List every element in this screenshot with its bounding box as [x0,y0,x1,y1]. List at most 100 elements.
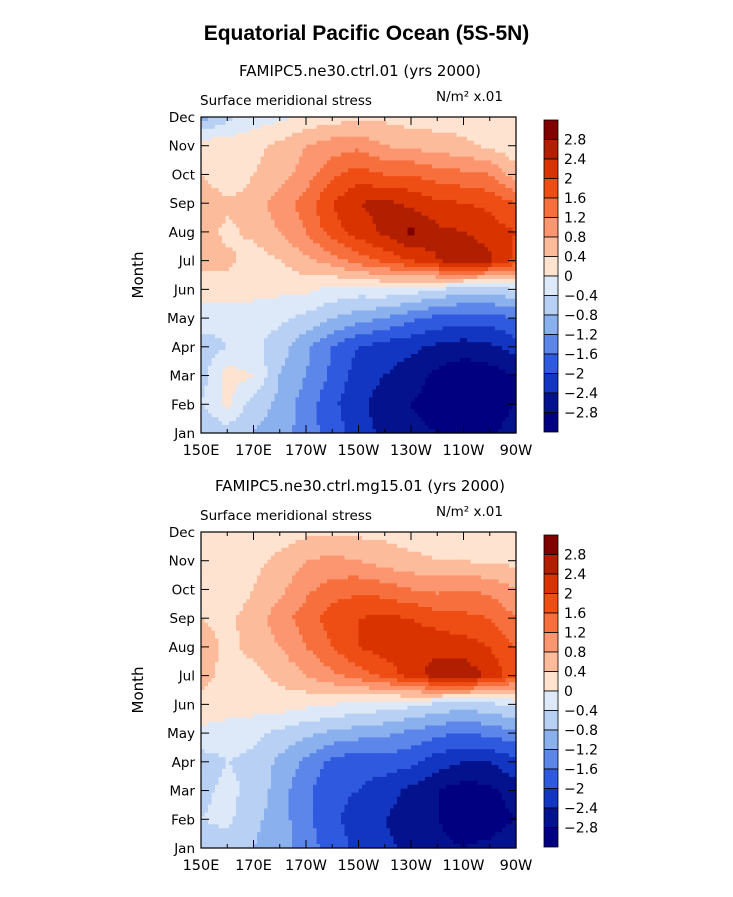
field-cell [509,199,514,205]
field-cell [456,247,461,252]
field-cell [456,239,461,244]
field-cell [453,310,458,316]
field-cell [512,294,517,300]
field-cell [467,160,472,165]
field-cell [432,306,437,312]
field-cell [250,188,255,193]
field-cell [250,251,255,256]
field-cell [274,160,279,165]
field-cell [313,243,318,248]
field-cell [432,215,437,221]
field-cell [467,117,472,122]
field-cell [320,164,325,169]
field-cell [320,211,325,217]
field-cell [432,294,437,300]
field-cell [253,172,258,177]
field-cell [285,251,290,256]
field-cell [411,298,416,304]
field-cell [264,278,269,284]
field-cell [229,314,234,320]
panel-subtitle: FAMIPC5.ne30.ctrl.01 (yrs 2000) [239,62,481,80]
field-cell [369,160,374,165]
field-cell [376,318,381,323]
field-cell [460,330,465,335]
field-cell [379,148,384,154]
field-cell [495,231,500,237]
field-cell [222,120,227,126]
field-cell [316,156,321,162]
field-cell [229,176,234,181]
field-cell [292,164,297,169]
field-cell [253,223,258,229]
field-cell [292,306,297,312]
field-cell [512,251,517,256]
field-cell [481,318,486,323]
field-cell [201,148,206,154]
field-cell [239,263,244,268]
field-cell [379,180,384,185]
field-cell [474,120,479,126]
field-cell [355,140,360,146]
field-cell [201,188,206,193]
field-cell [491,282,496,288]
field-cell [460,192,465,197]
field-cell [428,259,433,264]
field-cell [477,271,482,276]
field-cell [201,282,206,288]
field-cell [495,172,500,177]
field-cell [509,140,514,146]
field-cell [292,140,297,146]
field-cell [355,192,360,197]
field-cell [358,227,363,233]
field-cell [257,322,262,327]
field-cell [215,120,220,126]
field-cell [281,263,286,268]
field-cell [379,215,384,221]
field-cell [330,144,335,150]
field-cell [498,136,503,142]
field-cell [292,180,297,185]
field-cell [218,243,223,248]
field-cell [498,223,503,229]
field-cell [267,235,272,241]
field-cell [211,160,216,165]
field-cell [505,286,510,292]
field-cell [351,255,356,260]
field-cell [404,152,409,158]
field-cell [267,239,272,244]
field-cell [278,184,283,189]
field-cell [362,223,367,229]
field-cell [495,330,500,335]
field-cell [498,219,503,225]
field-cell [372,286,377,292]
field-cell [414,168,419,173]
field-cell [299,247,304,252]
field-cell [502,227,507,233]
field-cell [264,207,269,213]
field-cell [463,322,468,327]
field-cell [512,267,517,272]
field-cell [411,136,416,142]
field-cell [306,326,311,331]
field-cell [316,267,321,272]
field-cell [505,180,510,185]
field-cell [337,144,342,150]
field-cell [372,188,377,193]
field-cell [264,168,269,173]
field-cell [400,227,405,233]
field-cell [425,136,430,142]
field-cell [229,286,234,292]
field-cell [295,251,300,256]
field-cell [488,132,493,138]
field-cell [453,152,458,158]
field-cell [323,168,328,173]
field-cell [386,203,391,209]
field-cell [393,310,398,316]
field-cell [411,322,416,327]
field-cell [250,136,255,142]
field-cell [502,120,507,126]
field-cell [281,286,286,292]
field-cell [397,156,402,162]
field-cell [383,278,388,284]
field-cell [204,235,209,241]
